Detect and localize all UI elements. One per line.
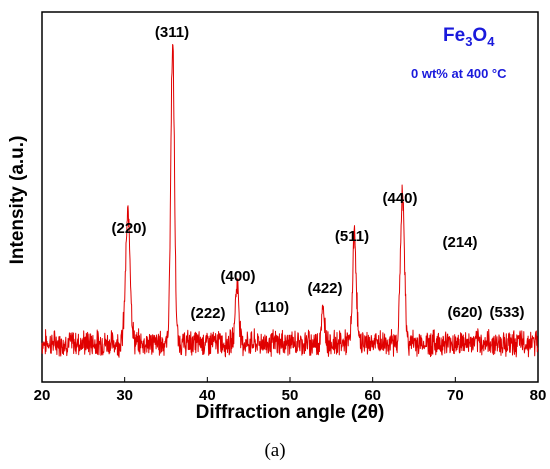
x-tick-label: 80 (530, 387, 547, 404)
legend-compound: Fe3O4 (443, 25, 495, 49)
peak-label: (511) (335, 228, 369, 245)
legend-condition: 0 wt% at 400 °C (411, 66, 507, 81)
peak-label: (214) (442, 234, 477, 251)
peak-label: (110) (255, 299, 289, 316)
x-tick-label: 30 (116, 387, 133, 404)
x-tick-label: 50 (282, 387, 299, 404)
xrd-chart: 20 30 40 50 60 70 80 (220) (311) (222) (400)(110)… (7, 11, 547, 423)
peak-label: (533) (489, 304, 524, 321)
peak-label: (311) (155, 24, 189, 41)
peak-label: (400) (220, 268, 255, 285)
x-tick-label: 40 (199, 387, 216, 404)
peak-label: (440) (382, 190, 417, 207)
peak-label: (422) (307, 280, 342, 297)
peak-labels: (220) (311) (222) (400)(110) (422) (511) (440)… (111, 24, 524, 322)
y-axis-title: Intensity (a.u.) (7, 136, 28, 265)
peak-label: (620) (447, 304, 482, 321)
peak-label: (222) (190, 305, 225, 322)
x-tick-label: 20 (34, 387, 51, 404)
x-axis-title: Diffraction angle (2θ) (196, 402, 385, 423)
figure-caption: (a) (264, 440, 286, 461)
xrd-pattern-line (41, 44, 539, 358)
x-axis-ticks: 20 30 40 50 60 70 80 (34, 377, 547, 404)
peak-label: (220) (111, 220, 146, 237)
x-tick-label: 70 (447, 387, 464, 404)
x-tick-label: 60 (364, 387, 381, 404)
